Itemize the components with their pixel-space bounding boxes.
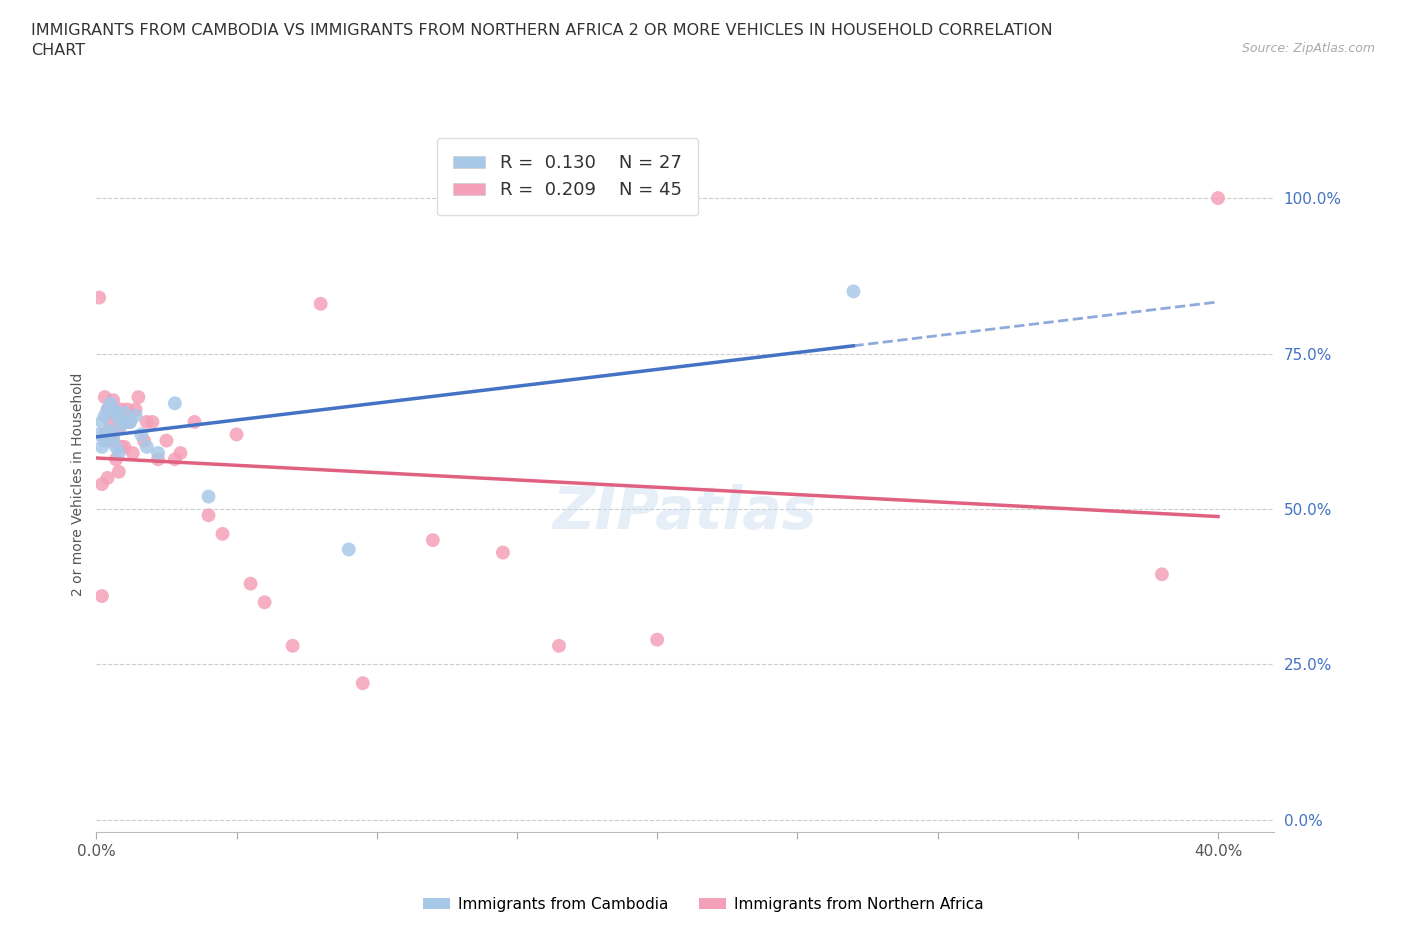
Point: [115, 415, 138, 430]
Point: [110, 402, 132, 417]
Point: [91, 439, 114, 454]
Point: [89, 427, 111, 442]
Point: [163, 452, 186, 467]
Point: [146, 452, 169, 467]
Point: [101, 392, 124, 407]
Point: [124, 402, 146, 417]
Point: [239, 577, 262, 591]
Point: [197, 508, 219, 523]
Point: [1206, 191, 1229, 206]
Text: ZIPatlas: ZIPatlas: [553, 484, 817, 540]
Point: [118, 415, 141, 430]
Point: [100, 396, 122, 411]
Point: [337, 542, 360, 557]
Point: [107, 411, 129, 426]
Point: [169, 445, 191, 460]
Point: [91, 477, 114, 492]
Point: [183, 415, 205, 430]
Point: [89, 290, 111, 305]
Point: [107, 464, 129, 479]
Point: [112, 439, 135, 454]
Point: [352, 676, 374, 691]
Point: [112, 405, 135, 420]
Point: [155, 433, 177, 448]
Point: [492, 545, 515, 560]
Point: [548, 638, 571, 653]
Point: [100, 433, 122, 448]
Point: [94, 408, 117, 423]
Point: [100, 415, 122, 430]
Point: [135, 439, 157, 454]
Point: [97, 402, 120, 417]
Point: [94, 390, 117, 405]
Point: [101, 402, 124, 417]
Point: [1150, 567, 1173, 582]
Point: [104, 452, 127, 467]
Point: [132, 433, 155, 448]
Point: [121, 445, 143, 460]
Point: [110, 439, 132, 454]
Text: IMMIGRANTS FROM CAMBODIA VS IMMIGRANTS FROM NORTHERN AFRICA 2 OR MORE VEHICLES I: IMMIGRANTS FROM CAMBODIA VS IMMIGRANTS F…: [31, 23, 1053, 58]
Point: [107, 445, 129, 460]
Point: [97, 402, 120, 417]
Point: [645, 632, 668, 647]
Point: [141, 415, 163, 430]
Point: [104, 405, 127, 420]
Point: [211, 526, 233, 541]
Point: [281, 638, 304, 653]
Point: [104, 439, 127, 454]
Point: [225, 427, 247, 442]
Point: [127, 390, 149, 405]
Point: [163, 396, 186, 411]
Point: [100, 424, 122, 439]
Text: Source: ZipAtlas.com: Source: ZipAtlas.com: [1241, 42, 1375, 55]
Point: [146, 445, 169, 460]
Point: [309, 297, 332, 312]
Point: [97, 471, 120, 485]
Point: [135, 415, 157, 430]
Point: [101, 433, 124, 448]
Point: [842, 284, 865, 299]
Point: [94, 427, 117, 442]
Point: [115, 402, 138, 417]
Y-axis label: 2 or more Vehicles in Household: 2 or more Vehicles in Household: [72, 372, 86, 596]
Point: [104, 408, 127, 423]
Point: [101, 430, 124, 445]
Point: [91, 415, 114, 430]
Point: [422, 533, 444, 548]
Point: [107, 420, 129, 435]
Legend: R =  0.130    N = 27, R =  0.209    N = 45: R = 0.130 N = 27, R = 0.209 N = 45: [437, 138, 699, 216]
Point: [124, 408, 146, 423]
Point: [253, 595, 276, 610]
Point: [110, 418, 132, 432]
Point: [118, 415, 141, 430]
Point: [91, 589, 114, 604]
Point: [94, 433, 117, 448]
Legend: Immigrants from Cambodia, Immigrants from Northern Africa: Immigrants from Cambodia, Immigrants fro…: [416, 891, 990, 918]
Point: [197, 489, 219, 504]
Point: [129, 427, 152, 442]
Point: [97, 427, 120, 442]
